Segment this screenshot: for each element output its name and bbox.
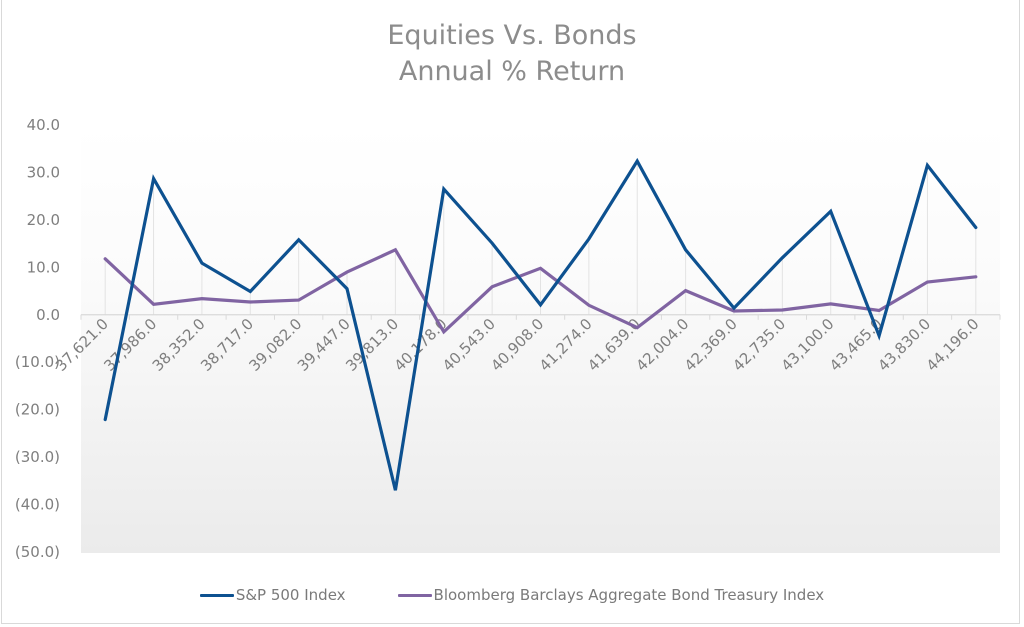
legend-swatch-bonds-icon xyxy=(397,593,432,597)
chart-title-line1: Equities Vs. Bonds xyxy=(387,20,637,51)
bonds-line[interactable] xyxy=(103,247,978,335)
data-series xyxy=(103,157,978,491)
legend-label-sp500: S&P 500 Index xyxy=(235,586,346,604)
y-tick-label: 20.0 xyxy=(27,211,60,229)
legend-label-bonds: Bloomberg Barclays Aggregate Bond Treasu… xyxy=(433,586,825,604)
y-tick-label: 40.0 xyxy=(27,116,60,134)
y-tick-label: (20.0) xyxy=(15,401,60,419)
y-axis-labels: 40.0 30.0 20.0 10.0 0.0 (10.0) (20.0) (30.0) (40… xyxy=(15,116,60,561)
y-tick-label: (10.0) xyxy=(15,353,60,371)
y-tick-label: 30.0 xyxy=(27,163,60,181)
chart-title-line2: Annual % Return xyxy=(398,56,626,87)
y-tick-label: (40.0) xyxy=(15,496,60,514)
legend-item-sp500[interactable]: S&P 500 Index xyxy=(199,586,346,604)
sp500-line[interactable] xyxy=(103,157,978,491)
y-tick-label: 10.0 xyxy=(27,258,60,276)
legend-swatch-sp500-icon xyxy=(199,593,234,597)
chart-title: Equities Vs. Bonds Annual % Return xyxy=(0,18,1024,90)
legend-item-bonds[interactable]: Bloomberg Barclays Aggregate Bond Treasu… xyxy=(397,586,825,604)
y-tick-label: 0.0 xyxy=(36,306,60,324)
legend: S&P 500 Index Bloomberg Barclays Aggrega… xyxy=(0,583,1024,607)
plot-background xyxy=(81,125,1000,553)
y-tick-label: (30.0) xyxy=(15,448,60,466)
x-axis-line xyxy=(80,314,1001,320)
y-tick-label: (50.0) xyxy=(15,543,60,561)
